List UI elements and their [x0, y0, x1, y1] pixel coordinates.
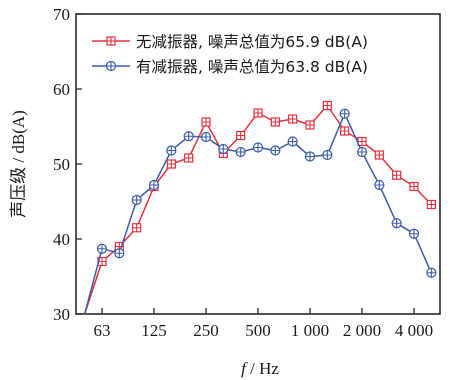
series-1-point — [184, 153, 194, 163]
series-2-point — [218, 143, 229, 155]
x-tick-label: 1 000 — [291, 321, 329, 340]
series-2-point — [339, 108, 350, 119]
series-1-point — [305, 120, 315, 130]
series-1 — [83, 100, 436, 315]
series-2 — [83, 108, 437, 315]
series-2-point — [235, 146, 246, 158]
x-tick-label: 250 — [193, 321, 219, 340]
series-1-point — [322, 100, 332, 111]
series-2-point — [322, 149, 333, 161]
x-axis-label-unit: / Hz — [246, 359, 280, 378]
series-2-point — [183, 131, 194, 142]
x-tick-label: 4 000 — [395, 321, 433, 340]
y-axis-ticks: 30 40 50 60 70 — [53, 5, 82, 324]
series-1-point — [132, 223, 142, 233]
legend: 无减振器, 噪声总值为65.9 dB(A) 有减振器, 噪声总值为63.8 dB… — [92, 33, 368, 76]
series-1-point — [392, 170, 402, 180]
series-2-point — [114, 248, 125, 259]
series-1-point — [288, 114, 298, 124]
x-axis-label-symbol: f — [241, 359, 248, 378]
series-2-point — [356, 146, 368, 158]
series-2-point — [166, 145, 177, 156]
y-tick-label: 70 — [53, 5, 70, 24]
legend-item-2: 有减振器, 噪声总值为63.8 dB(A) — [92, 58, 368, 76]
series-1-point — [374, 150, 384, 160]
x-tick-label: 2 000 — [343, 321, 381, 340]
series-2-point — [426, 267, 437, 278]
y-tick-label: 50 — [53, 155, 70, 174]
x-tick-label: 63 — [94, 321, 111, 340]
x-axis-ticks: 63 125 250 500 1 000 2 000 4 000 — [94, 308, 433, 340]
y-tick-label: 30 — [53, 305, 70, 324]
series-2-point — [252, 142, 264, 153]
series-2-point — [304, 151, 316, 162]
series-1-line — [83, 104, 432, 315]
series-1-point — [270, 117, 280, 127]
series-1-point — [409, 181, 419, 192]
series-2-point — [287, 136, 298, 147]
y-tick-label: 40 — [53, 230, 70, 249]
y-axis-label: 声压级 / dB(A) — [9, 110, 28, 218]
series-1-point — [253, 108, 263, 118]
x-tick-label: 125 — [141, 321, 167, 340]
legend-label-2: 有减振器, 噪声总值为63.8 dB(A) — [136, 58, 368, 76]
series-2-point — [96, 243, 108, 254]
series-2-point — [131, 194, 142, 206]
y-tick-label: 60 — [53, 80, 70, 99]
series-2-point — [374, 179, 385, 191]
legend-marker-1-cross — [107, 37, 115, 45]
series-layer — [83, 100, 437, 315]
series-2-point — [408, 228, 420, 239]
series-2-point — [391, 218, 402, 229]
series-1-point — [236, 130, 246, 141]
series-2-point — [148, 179, 160, 191]
legend-item-1: 无减振器, 噪声总值为65.9 dB(A) — [92, 33, 368, 51]
x-tick-label: 500 — [245, 321, 271, 340]
series-2-point — [200, 131, 212, 143]
x-axis-label: f / Hz — [241, 359, 279, 378]
series-1-point — [340, 126, 350, 136]
series-1-point — [426, 199, 436, 210]
series-2-point — [270, 145, 281, 156]
series-1-point — [201, 117, 211, 127]
legend-label-1: 无减振器, 噪声总值为65.9 dB(A) — [136, 33, 368, 51]
legend-marker-2-cross — [106, 61, 116, 71]
series-1-point — [166, 159, 176, 169]
